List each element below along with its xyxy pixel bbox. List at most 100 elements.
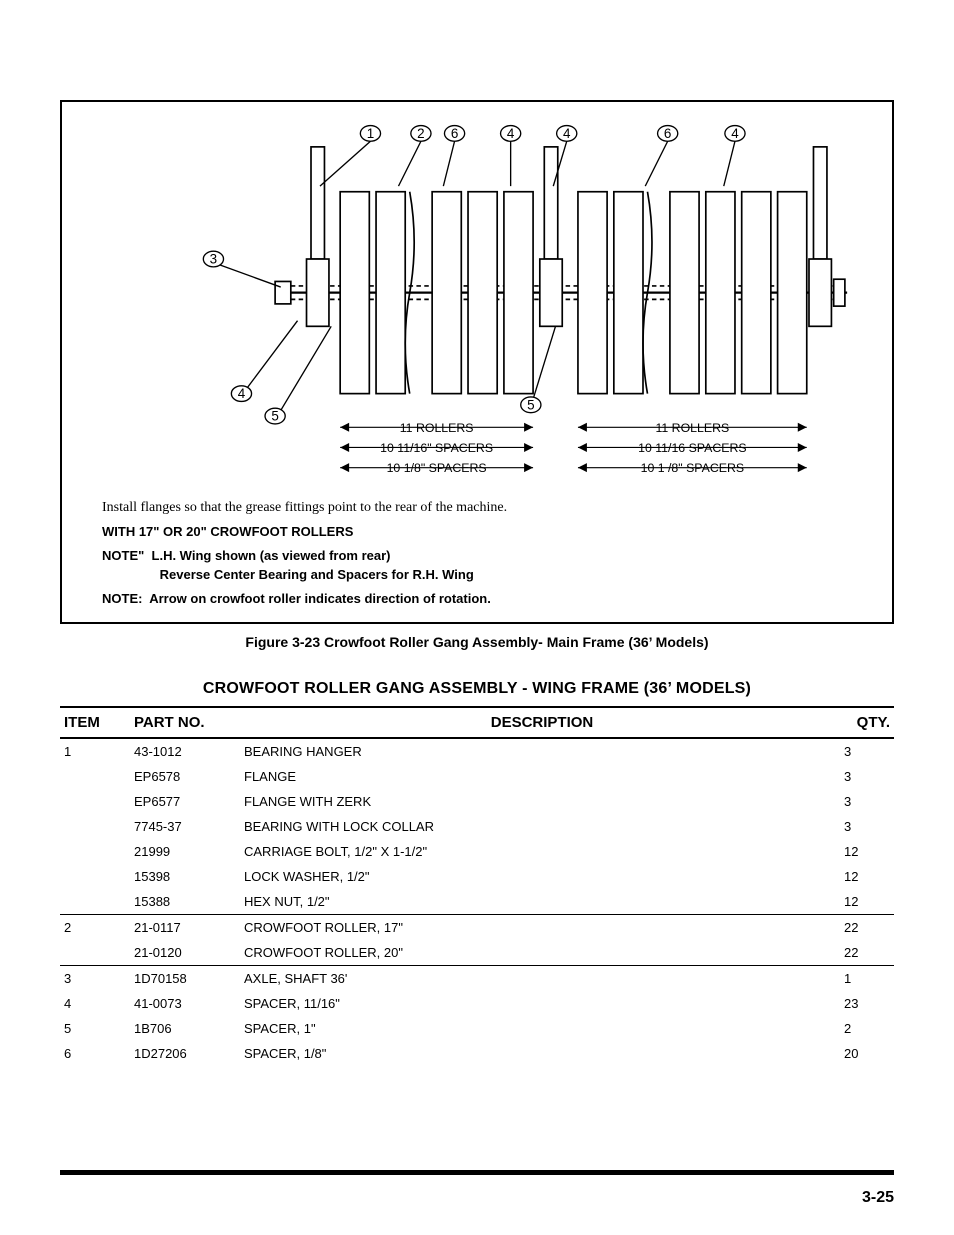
cell-item: 4: [60, 991, 130, 1016]
cell-item: [60, 814, 130, 839]
right-spacers-b: 10 1 /8" SPACERS: [641, 461, 745, 475]
cell-desc: LOCK WASHER, 1/2": [240, 864, 844, 889]
cell-item: [60, 764, 130, 789]
cell-qty: 3: [844, 764, 894, 789]
table-row: 221-0117CROWFOOT ROLLER, 17"22: [60, 915, 894, 941]
cell-part: 1D27206: [130, 1041, 240, 1066]
cell-part: EP6578: [130, 764, 240, 789]
table-row: 143-1012BEARING HANGER3: [60, 738, 894, 764]
callout-2: 2: [417, 126, 424, 141]
callout-5a: 5: [271, 409, 278, 424]
callout-6a: 6: [451, 126, 458, 141]
cell-part: 15388: [130, 889, 240, 915]
table-row: 21999CARRIAGE BOLT, 1/2" X 1-1/2"12: [60, 839, 894, 864]
cell-part: 1D70158: [130, 966, 240, 992]
table-row: 15388HEX NUT, 1/2"12: [60, 889, 894, 915]
cell-part: 41-0073: [130, 991, 240, 1016]
left-rollers-label: 11 ROLLERS: [400, 421, 474, 435]
cell-item: 5: [60, 1016, 130, 1041]
table-row: 15398LOCK WASHER, 1/2"12: [60, 864, 894, 889]
cell-part: 7745-37: [130, 814, 240, 839]
cell-item: 3: [60, 966, 130, 992]
right-spacers-a: 10 11/16 SPACERS: [638, 441, 747, 455]
callout-4b: 4: [563, 126, 571, 141]
diagram-box: 1 2 6 4 4 6 4 3 4 5 5: [60, 100, 894, 624]
cell-desc: CARRIAGE BOLT, 1/2" X 1-1/2": [240, 839, 844, 864]
cell-desc: SPACER, 1/8": [240, 1041, 844, 1066]
footer-rule: [60, 1170, 894, 1175]
table-row: EP6578FLANGE3: [60, 764, 894, 789]
right-rollers-label: 11 ROLLERS: [655, 421, 729, 435]
cell-qty: 3: [844, 789, 894, 814]
callout-5b: 5: [527, 397, 534, 412]
table-header-row: ITEM PART NO. DESCRIPTION QTY.: [60, 707, 894, 738]
table-row: 31D70158AXLE, SHAFT 36'1: [60, 966, 894, 992]
cell-part: 21-0120: [130, 940, 240, 966]
left-spacers-b: 10 1/8" SPACERS: [387, 461, 487, 475]
th-part: PART NO.: [130, 707, 240, 738]
cell-item: 6: [60, 1041, 130, 1066]
with-heading: WITH 17" OR 20" CROWFOOT ROLLERS: [102, 522, 852, 542]
cell-desc: CROWFOOT ROLLER, 20": [240, 940, 844, 966]
cell-qty: 12: [844, 864, 894, 889]
table-row: 61D27206SPACER, 1/8"20: [60, 1041, 894, 1066]
cell-desc: HEX NUT, 1/2": [240, 889, 844, 915]
cell-item: [60, 940, 130, 966]
note2-text: Arrow on crowfoot roller indicates direc…: [149, 591, 491, 606]
cell-part: 43-1012: [130, 738, 240, 764]
cell-desc: SPACER, 11/16": [240, 991, 844, 1016]
callout-4c: 4: [731, 126, 739, 141]
assembly-diagram: 1 2 6 4 4 6 4 3 4 5 5: [62, 102, 892, 483]
note1-line2: Reverse Center Bearing and Spacers for R…: [160, 567, 474, 582]
diagram-notes: Install flanges so that the grease fitti…: [62, 483, 892, 622]
table-row: 21-0120CROWFOOT ROLLER, 20"22: [60, 940, 894, 966]
th-qty: QTY.: [844, 707, 894, 738]
table-row: 441-0073SPACER, 11/16"23: [60, 991, 894, 1016]
cell-item: [60, 839, 130, 864]
callout-3: 3: [210, 252, 217, 267]
note1-label: NOTE": [102, 548, 144, 563]
parts-table: ITEM PART NO. DESCRIPTION QTY. 143-1012B…: [60, 706, 894, 1066]
page-number: 3-25: [862, 1189, 894, 1207]
cell-qty: 22: [844, 940, 894, 966]
cell-part: 15398: [130, 864, 240, 889]
cell-desc: AXLE, SHAFT 36': [240, 966, 844, 992]
cell-part: 1B706: [130, 1016, 240, 1041]
cell-desc: FLANGE: [240, 764, 844, 789]
cell-desc: SPACER, 1": [240, 1016, 844, 1041]
cell-qty: 12: [844, 839, 894, 864]
cell-item: [60, 864, 130, 889]
cell-qty: 12: [844, 889, 894, 915]
callout-6b: 6: [664, 126, 671, 141]
table-row: 51B706SPACER, 1"2: [60, 1016, 894, 1041]
cell-qty: 3: [844, 738, 894, 764]
cell-part: 21-0117: [130, 915, 240, 941]
section-title: CROWFOOT ROLLER GANG ASSEMBLY - WING FRA…: [60, 680, 894, 698]
cell-item: [60, 789, 130, 814]
cell-qty: 20: [844, 1041, 894, 1066]
cell-qty: 2: [844, 1016, 894, 1041]
cell-item: 1: [60, 738, 130, 764]
page: 1 2 6 4 4 6 4 3 4 5 5: [0, 0, 954, 1235]
cell-qty: 22: [844, 915, 894, 941]
callout-4d: 4: [238, 386, 246, 401]
figure-caption: Figure 3-23 Crowfoot Roller Gang Assembl…: [60, 634, 894, 650]
install-note: Install flanges so that the grease fitti…: [102, 497, 852, 518]
cell-qty: 1: [844, 966, 894, 992]
note2-label: NOTE:: [102, 591, 142, 606]
note1-line1: L.H. Wing shown (as viewed from rear): [152, 548, 391, 563]
cell-part: 21999: [130, 839, 240, 864]
cell-item: 2: [60, 915, 130, 941]
cell-qty: 3: [844, 814, 894, 839]
cell-desc: CROWFOOT ROLLER, 17": [240, 915, 844, 941]
cell-part: EP6577: [130, 789, 240, 814]
callout-1: 1: [367, 126, 374, 141]
callout-4a: 4: [507, 126, 515, 141]
th-item: ITEM: [60, 707, 130, 738]
cell-qty: 23: [844, 991, 894, 1016]
cell-desc: BEARING WITH LOCK COLLAR: [240, 814, 844, 839]
left-spacers-a: 10 11/16" SPACERS: [380, 441, 493, 455]
table-row: 7745-37BEARING WITH LOCK COLLAR3: [60, 814, 894, 839]
cell-item: [60, 889, 130, 915]
cell-desc: BEARING HANGER: [240, 738, 844, 764]
